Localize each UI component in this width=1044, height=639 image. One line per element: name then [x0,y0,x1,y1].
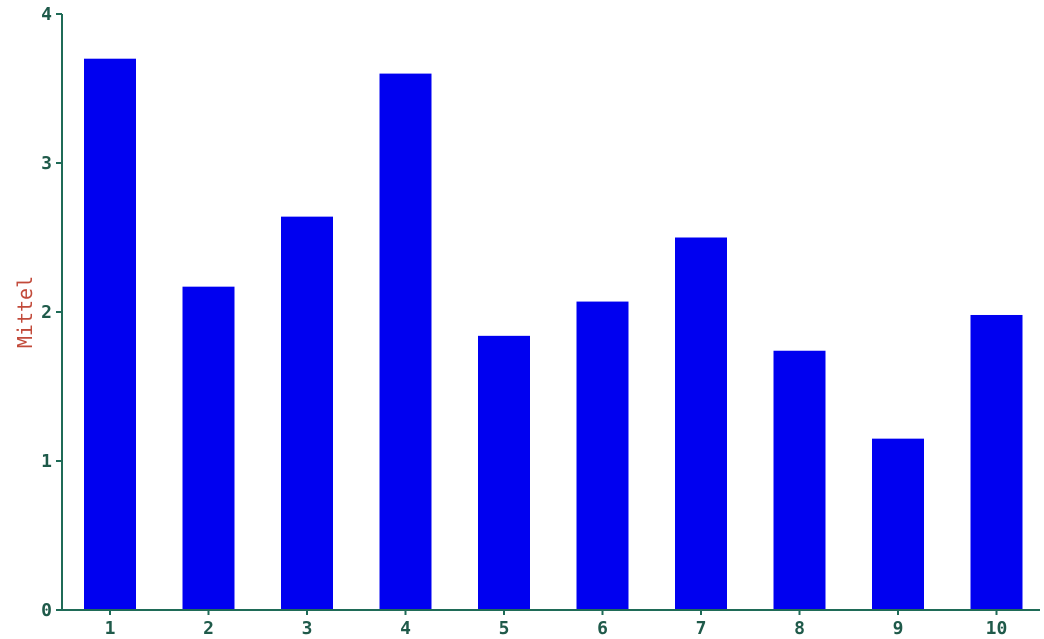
bar-5 [478,335,530,610]
bar-8 [773,350,826,610]
x-tick-label-6: 6 [597,618,608,639]
bar-10 [970,314,1023,610]
y-axis-label: Mittel [13,276,37,348]
x-tick-label-4: 4 [400,618,411,639]
y-tick-label-0: 0 [41,600,52,621]
bar-3 [281,216,333,610]
bar-9 [872,438,924,610]
bar-2 [182,286,235,610]
x-tick-label-1: 1 [105,618,116,639]
x-tick-label-5: 5 [499,618,510,639]
y-tick-label-2: 2 [41,302,52,323]
bar-7 [675,237,727,610]
y-tick-label-4: 4 [41,4,52,25]
bars-layer [84,58,1023,611]
bar-6 [576,301,629,610]
x-tick-label-7: 7 [696,618,707,639]
x-tick-label-2: 2 [203,618,214,639]
x-tick-label-10: 10 [986,618,1008,639]
x-tick-label-3: 3 [302,618,313,639]
bar-1 [84,58,136,610]
y-tick-label-3: 3 [41,153,52,174]
x-tick-label-8: 8 [794,618,805,639]
y-tick-label-1: 1 [41,451,52,472]
x-tick-label-9: 9 [893,618,904,639]
bar-4 [379,73,432,611]
y-ticks: 0 1 2 3 4 [41,4,62,621]
x-ticks: 1 2 3 4 5 6 7 8 9 10 [105,610,1008,639]
